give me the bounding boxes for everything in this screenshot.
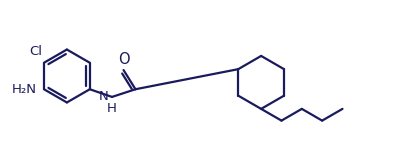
Text: H: H [107, 102, 117, 115]
Text: O: O [118, 52, 129, 67]
Text: Cl: Cl [29, 45, 42, 58]
Text: N: N [99, 90, 109, 103]
Text: H₂N: H₂N [11, 83, 36, 96]
